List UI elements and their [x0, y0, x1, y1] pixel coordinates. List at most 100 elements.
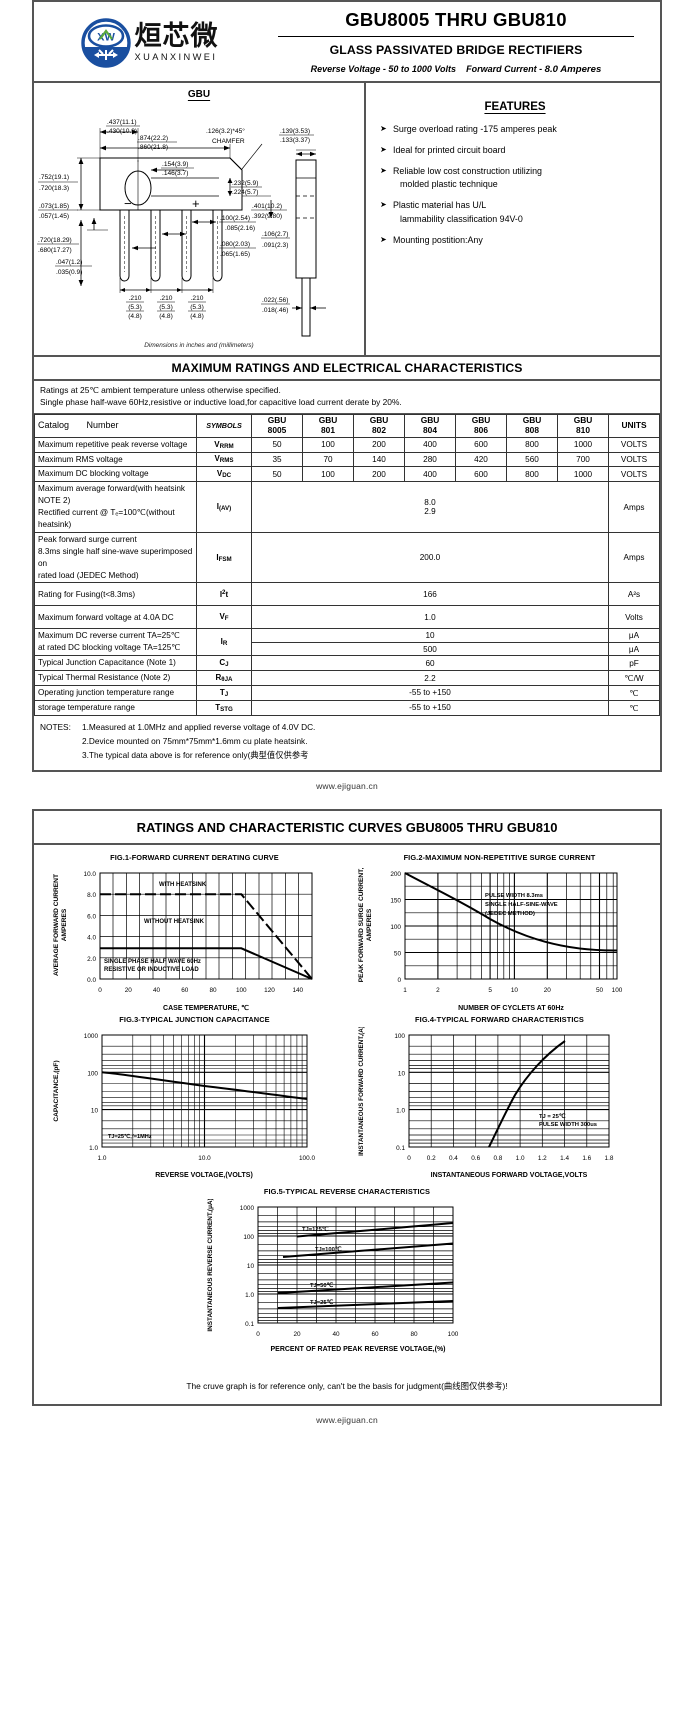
cell-value: 35	[251, 451, 303, 468]
header-spec-line: Reverse Voltage - 50 to 1000 Volts Forwa…	[264, 64, 648, 75]
page-2-footer-url: www.ejiguan.cn	[316, 1415, 378, 1426]
svg-text:10.0: 10.0	[84, 871, 97, 878]
svg-text:8.0: 8.0	[87, 892, 96, 899]
dim-chamfer-label: CHAMFER	[212, 138, 245, 145]
svg-text:10.0: 10.0	[198, 1155, 211, 1162]
row-label: Maximum RMS voltage	[34, 451, 197, 468]
header-text-block: GBU8005 THRU GBU810 GLASS PASSIVATED BRI…	[264, 2, 660, 81]
fig1-series-without-heatsink	[100, 947, 313, 980]
cell-value: 200	[353, 436, 405, 453]
note-1: 1.Measured at 1.0MHz and applied reverse…	[82, 721, 316, 732]
svg-text:100: 100	[612, 987, 623, 994]
polarity-minus: −	[124, 196, 132, 211]
fig2-series-surge	[404, 872, 618, 952]
svg-text:1000: 1000	[84, 1033, 99, 1040]
ratings-conditions: Ratings at 25℃ ambient temperature unles…	[34, 381, 660, 414]
table-row: Maximum DC blocking voltage VDC 50 100 2…	[34, 466, 660, 483]
note-3: 3.The typical data above is for referenc…	[82, 749, 309, 760]
dim-080: .080(2.03)	[220, 241, 250, 248]
svg-text:150: 150	[390, 898, 401, 905]
dim-091: .091(2.3)	[262, 242, 288, 249]
row-unit: μA	[608, 641, 660, 657]
svg-text:20: 20	[544, 987, 552, 994]
row-label: Maximum forward voltage at 4.0A DC	[34, 605, 197, 630]
svg-text:10: 10	[91, 1108, 99, 1115]
dim-065: .065(1.65)	[220, 251, 250, 258]
pitch-1-bot: (4.8)	[128, 313, 142, 320]
fig1-y-ticks: 10.0 8.0 6.0 4.0 2.0 0.0	[84, 871, 97, 984]
dim-057: .057(1.45)	[39, 213, 69, 220]
fig1-x-ticks: 0 20 40 60 80 100 120 140	[98, 987, 303, 994]
feature-item: ➤ Mounting postition:Any	[380, 235, 650, 247]
cell-value-span: 10	[251, 628, 609, 643]
feature-item: ➤ Plastic material has U/L lammability cla…	[380, 200, 650, 226]
chart-fig2: FIG.2-MAXIMUM NON-REPETITIVE SURGE CURRE…	[347, 853, 652, 1015]
features-heading: FEATURES	[484, 101, 546, 113]
cell-value-span: 500	[251, 641, 609, 657]
svg-text:1: 1	[403, 987, 407, 994]
col-part-gbu8005: GBU 8005	[251, 413, 303, 438]
row-label: Maximum average forward(with heatsink NO…	[34, 481, 197, 533]
fig3-title: FIG.3-TYPICAL JUNCTION CAPACITANCE	[119, 1015, 270, 1025]
col-units: UNITS	[608, 413, 660, 438]
cell-value-span: 60	[251, 655, 609, 672]
cell-value: 400	[404, 436, 456, 453]
feature-subtext: molded plastic technique	[400, 179, 498, 190]
fig4-y-label: INSTANTANEOUS FORWARD CURRENT,(A)	[358, 1027, 365, 1156]
bullet-arrow-icon: ➤	[380, 234, 387, 244]
fig2-y-label-2: AMPERES	[366, 908, 373, 941]
row-symbol: VRRM	[196, 436, 252, 453]
dim-154: .154(3.9)	[162, 161, 188, 168]
bullet-arrow-icon: ➤	[380, 165, 387, 175]
cell-value-span: 200.0	[251, 531, 609, 584]
page-1: XW 烜芯微 XUANXINWEI GBU8005 THRU GBU810	[0, 0, 694, 809]
feature-item: ➤ Ideal for printed circuit board	[380, 145, 650, 157]
pitch-1-top: .210	[129, 295, 142, 302]
row-label: Operating junction temperature range	[34, 685, 197, 701]
fig5-series-tj100	[282, 1242, 454, 1259]
table-row: Typical Junction Capacitance (Note 1) CJ…	[34, 655, 660, 672]
curves-page-title: RATINGS AND CHARACTERISTIC CURVES GBU800…	[34, 811, 660, 846]
dim-146: .146(3.7)	[162, 170, 188, 177]
cell-value: 800	[506, 466, 558, 483]
fig3-series-cj	[101, 1071, 308, 1101]
svg-text:50: 50	[596, 987, 604, 994]
fig5-title: FIG.5-TYPICAL REVERSE CHARACTERISTICS	[263, 1187, 431, 1197]
cell-value: 700	[557, 451, 609, 468]
row-symbol: CJ	[196, 655, 252, 672]
row-label: Typical Thermal Resistance (Note 2)	[34, 670, 197, 687]
row-label: Typical Junction Capacitance (Note 1)	[34, 655, 197, 672]
row-label: Peak forward surge current 8.3ms single h…	[34, 531, 197, 584]
reverse-voltage-spec: Reverse Voltage - 50 to 1000 Volts	[310, 64, 457, 74]
pitch-3-top: .210	[191, 295, 204, 302]
table-row: 500 μA	[35, 641, 660, 657]
ratings-band-title: MAXIMUM RATINGS AND ELECTRICAL CHARACTER…	[34, 357, 660, 381]
fig5-y-label: INSTANTANEOUS REVERSE CURRENT,(μA)	[207, 1199, 214, 1332]
fig2-annot-0: PULSE WIDTH 8.3ms	[485, 893, 543, 899]
svg-text:0.1: 0.1	[245, 1321, 254, 1328]
svg-text:6.0: 6.0	[87, 913, 96, 920]
svg-text:1.2: 1.2	[538, 1155, 547, 1162]
fig1-annot-2: SINGLE PHASE HALF WAVE 60Hz	[104, 959, 201, 965]
feature-text: Surge overload rating -175 amperes peak	[393, 124, 557, 134]
svg-text:40: 40	[332, 1331, 340, 1338]
notes-heading: NOTES:	[40, 721, 71, 732]
svg-text:1000: 1000	[240, 1205, 255, 1212]
dim-chamfer-angle: .126(3.2)*45°	[206, 127, 245, 135]
col-catalog-number: Catalog Number	[34, 413, 197, 438]
cell-value: 560	[506, 451, 558, 468]
cell-value: 1000	[557, 436, 609, 453]
fig5-annot-2: TJ=50℃	[310, 1282, 334, 1289]
svg-text:10: 10	[398, 1070, 406, 1077]
dim-139: .139(3.53)	[280, 128, 310, 135]
svg-text:200: 200	[390, 871, 401, 878]
svg-text:60: 60	[371, 1331, 379, 1338]
cell-value: 100	[302, 466, 354, 483]
feature-text: Mounting postition:Any	[393, 234, 483, 245]
cell-value: 200	[353, 466, 405, 483]
feature-subtext: lammability classification 94V-0	[400, 213, 523, 224]
fig5-x-label: PERCENT OF RATED PEAK REVERSE VOLTAGE,(%…	[270, 1346, 445, 1353]
svg-text:1.0: 1.0	[245, 1292, 254, 1299]
datasheet-page-2: RATINGS AND CHARACTERISTIC CURVES GBU800…	[32, 809, 662, 1407]
svg-text:120: 120	[264, 987, 275, 994]
